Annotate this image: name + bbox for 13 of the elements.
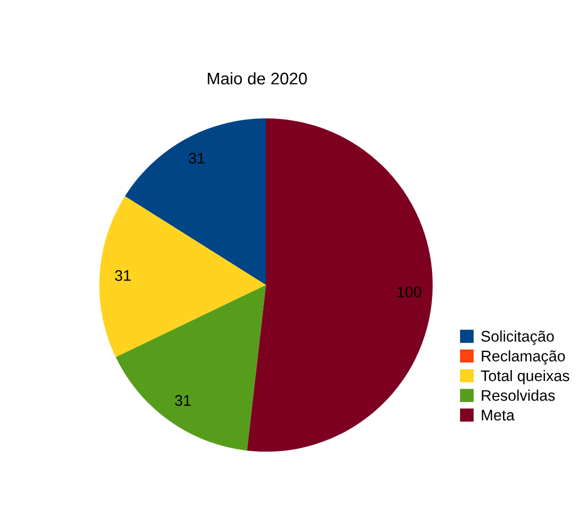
pie-slice <box>247 118 433 452</box>
legend-label: Reclamação <box>482 350 565 365</box>
chart-title: Maio de 2020 <box>208 72 307 84</box>
pie-slice <box>116 285 266 451</box>
legend-label: Resolvidas <box>482 390 555 401</box>
data-label: 31 <box>188 152 204 164</box>
legend-label: Solicitação <box>481 330 554 345</box>
data-label: 31 <box>114 270 131 281</box>
legend-label: Total queixas <box>480 370 570 384</box>
data-label: 100 <box>398 286 422 298</box>
legend-label: Meta <box>482 410 515 421</box>
data-label: 31 <box>174 395 191 406</box>
pie-slice <box>99 196 266 358</box>
